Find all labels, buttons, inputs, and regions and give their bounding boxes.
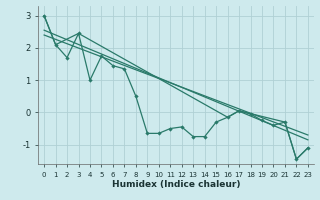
X-axis label: Humidex (Indice chaleur): Humidex (Indice chaleur) xyxy=(112,180,240,189)
